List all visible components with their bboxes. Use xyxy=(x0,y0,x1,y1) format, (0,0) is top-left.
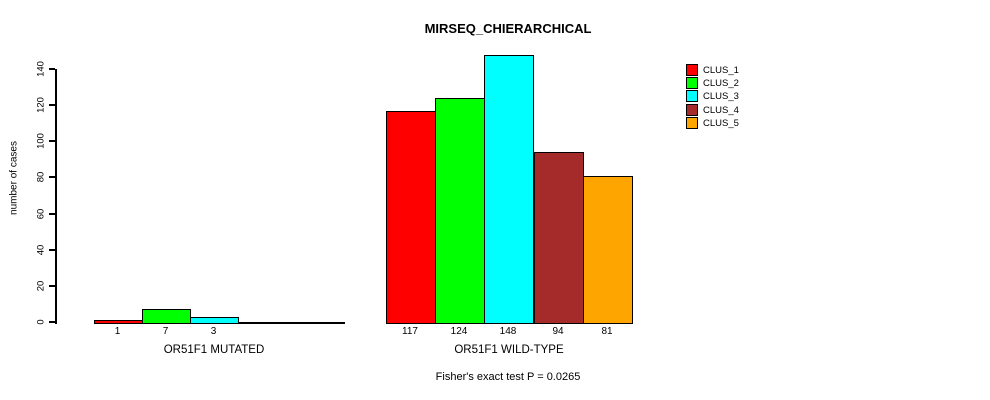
y-tick-label: 140 xyxy=(35,61,47,77)
legend-item-clus_4: CLUS_4 xyxy=(686,104,739,116)
bar-value-label: 81 xyxy=(601,326,613,337)
bar-clus_1-group1 xyxy=(94,320,143,324)
y-tick-mark xyxy=(49,176,55,178)
bar-clus_5-group1 xyxy=(286,322,335,324)
legend-swatch-icon xyxy=(686,104,698,116)
bar-value-label: 94 xyxy=(552,326,564,337)
bar-value-label: 124 xyxy=(450,326,468,337)
y-tick-label: 60 xyxy=(35,208,47,220)
bar-clus_1-group2 xyxy=(386,111,436,324)
legend-label: CLUS_3 xyxy=(703,90,739,102)
bar-value-label: 7 xyxy=(162,326,169,337)
legend-swatch-icon xyxy=(686,77,698,89)
legend-swatch-icon xyxy=(686,117,698,129)
y-tick-label: 100 xyxy=(35,133,47,149)
y-tick-mark xyxy=(49,321,55,323)
y-tick-label: 0 xyxy=(35,319,47,325)
bar-value-label: 1 xyxy=(114,326,121,337)
annotation-text: Fisher's exact test P = 0.0265 xyxy=(435,371,581,383)
y-tick-mark xyxy=(49,68,55,70)
bar-value-label: 117 xyxy=(402,326,418,337)
legend-item-clus_2: CLUS_2 xyxy=(686,77,739,89)
legend-label: CLUS_2 xyxy=(703,77,739,89)
legend-item-clus_3: CLUS_3 xyxy=(686,90,739,102)
legend-item-clus_5: CLUS_5 xyxy=(686,117,739,129)
y-tick-mark xyxy=(49,104,55,106)
legend-swatch-icon xyxy=(686,90,698,102)
bar-clus_5-group2 xyxy=(583,176,633,324)
y-axis-line xyxy=(55,69,57,324)
bar-clus_4-group2 xyxy=(534,152,584,324)
bar-clus_3-group1 xyxy=(190,317,239,324)
chart-title: MIRSEQ_CHIERARCHICAL xyxy=(424,21,592,36)
y-tick-label: 80 xyxy=(35,171,47,183)
y-tick-mark xyxy=(49,285,55,287)
y-axis-title: number of cases xyxy=(8,141,20,215)
bar-clus_2-group1 xyxy=(142,309,191,324)
legend-swatch-icon xyxy=(686,64,698,76)
legend-label: CLUS_1 xyxy=(703,64,739,76)
legend-item-clus_1: CLUS_1 xyxy=(686,64,739,76)
y-tick-label: 20 xyxy=(35,280,47,292)
bar-value-label: 3 xyxy=(210,326,217,337)
bar-value-label: 148 xyxy=(499,326,517,337)
bar-clus_4-group1 xyxy=(238,322,287,324)
group-label-wild-type: OR51F1 WILD-TYPE xyxy=(454,344,564,356)
legend-label: CLUS_4 xyxy=(703,104,739,116)
y-tick-label: 120 xyxy=(35,97,47,113)
bar-clus_2-group2 xyxy=(435,98,485,324)
group-label-mutated: OR51F1 MUTATED xyxy=(163,344,265,356)
legend-label: CLUS_5 xyxy=(703,117,739,129)
y-tick-mark xyxy=(49,140,55,142)
y-tick-label: 40 xyxy=(35,244,47,256)
y-tick-mark xyxy=(49,249,55,251)
bar-clus_3-group2 xyxy=(484,55,534,324)
y-tick-mark xyxy=(49,213,55,215)
